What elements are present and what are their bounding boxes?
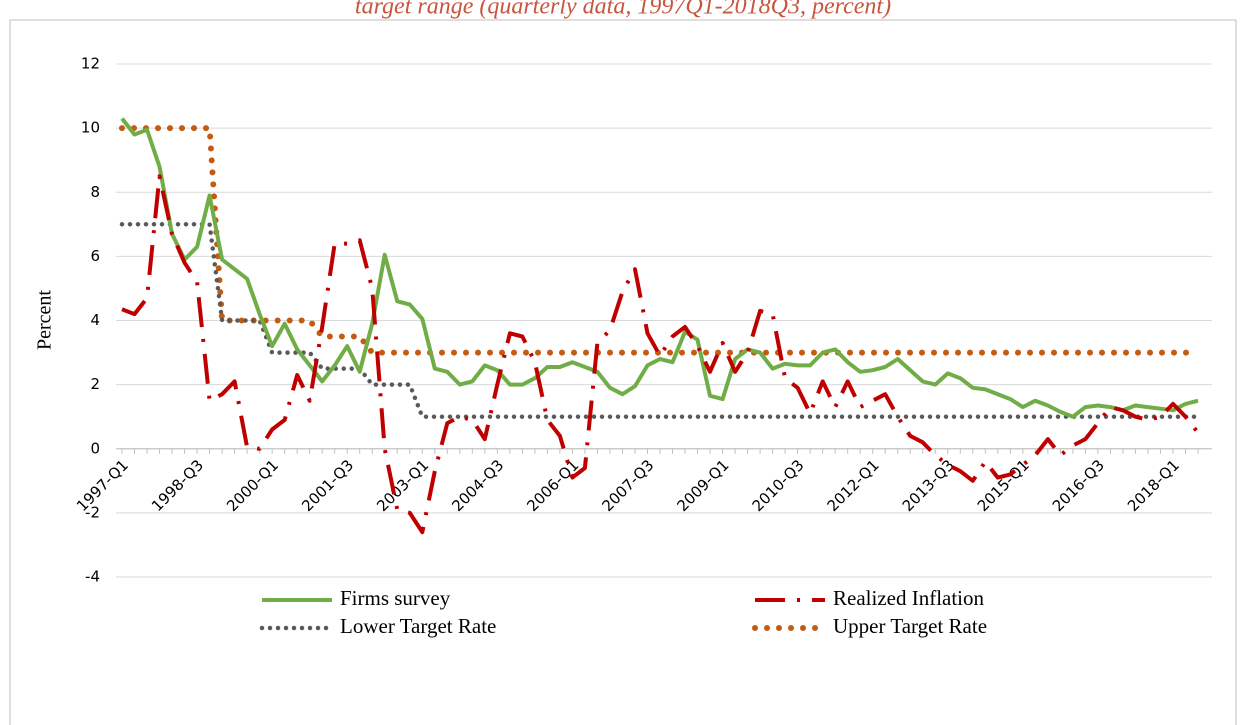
x-tick-label: 2018-Q1 <box>1124 456 1183 515</box>
legend-label: Upper Target Rate <box>833 614 987 638</box>
y-tick-label: -2 <box>85 503 100 521</box>
y-tick-label: 4 <box>90 311 100 329</box>
x-tick-label: 2000-Q1 <box>223 456 282 515</box>
y-tick-label: -4 <box>85 568 100 586</box>
y-tick-label: 2 <box>90 375 100 393</box>
x-tick-label: 2001-Q3 <box>298 456 357 515</box>
y-tick-label: 10 <box>81 119 100 137</box>
x-tick-label: 1998-Q3 <box>148 456 207 515</box>
x-tick-label: 2006-Q1 <box>523 456 582 515</box>
x-tick-label: 2003-Q1 <box>373 456 432 515</box>
y-tick-label: 8 <box>90 183 100 201</box>
legend-label: Realized Inflation <box>833 586 985 610</box>
series-line <box>121 174 1200 535</box>
x-tick-label: 2004-Q3 <box>448 456 507 515</box>
y-axis-label: Percent <box>34 290 56 350</box>
x-tick-label: 2007-Q3 <box>598 456 657 515</box>
x-tick-label: 1997-Q1 <box>73 456 132 515</box>
legend-label: Lower Target Rate <box>340 614 496 638</box>
y-tick-label: 0 <box>90 439 100 457</box>
y-tick-label: 12 <box>81 55 100 73</box>
series-line <box>120 117 1199 419</box>
series-line <box>119 125 1201 356</box>
x-tick-label: 2010-Q3 <box>749 456 808 515</box>
legend-label: Firms survey <box>340 586 451 610</box>
x-tick-label: 2016-Q3 <box>1049 456 1108 515</box>
x-tick-label: 2013-Q3 <box>899 456 958 515</box>
chart-title: target range (quarterly data, 1997Q1-201… <box>355 0 891 20</box>
y-tick-label: 6 <box>90 247 100 265</box>
x-tick-label: 2009-Q1 <box>674 456 733 515</box>
chart-border <box>9 19 1237 725</box>
x-tick-label: 2012-Q1 <box>824 456 883 515</box>
